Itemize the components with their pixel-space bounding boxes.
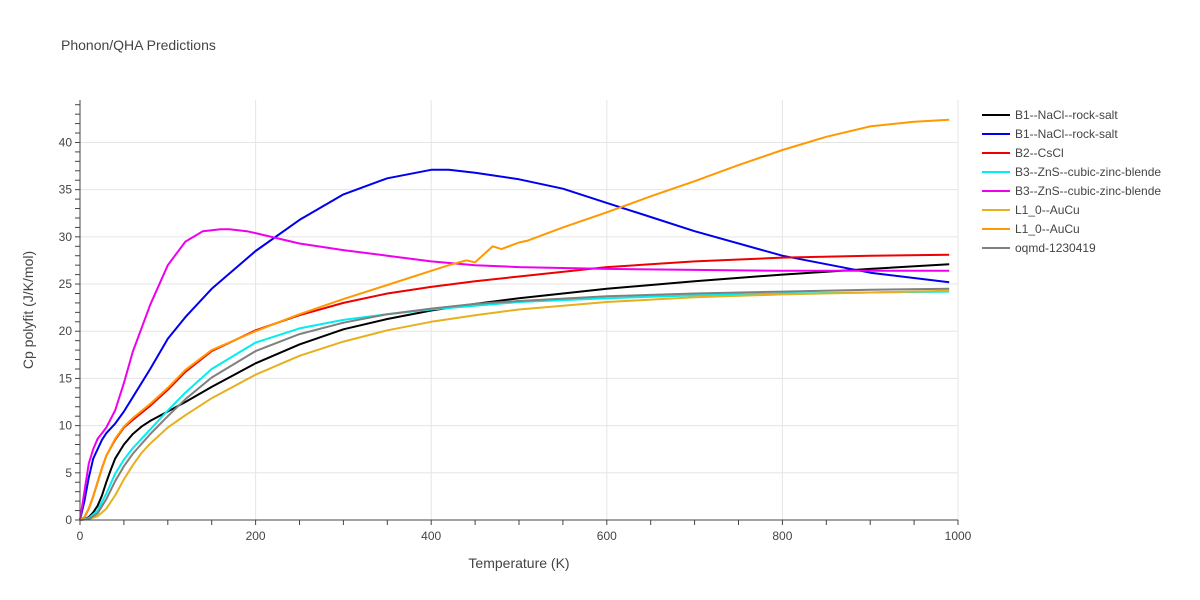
y-tick-label: 25: [59, 277, 73, 291]
legend: B1--NaCl--rock-salt B1--NaCl--rock-salt B2…: [982, 108, 1161, 255]
grid-lines: [80, 100, 959, 520]
plot-area: [79, 118, 950, 521]
y-tick-label: 20: [59, 324, 73, 338]
series-line-1: [79, 168, 950, 521]
series-line-6: [79, 118, 950, 521]
series-line-4: [79, 228, 950, 521]
y-tick-label: 40: [59, 135, 73, 149]
legend-label: B1--NaCl--rock-salt: [1015, 108, 1118, 122]
legend-item[interactable]: B1--NaCl--rock-salt: [982, 127, 1118, 141]
legend-item[interactable]: B3--ZnS--cubic-zinc-blende: [982, 184, 1161, 198]
axes: 0 200 400 600 800 1000 0 5 10 15 20 25 30 35 40: [59, 100, 972, 543]
x-tick-label: 800: [772, 529, 792, 543]
legend-item[interactable]: B3--ZnS--cubic-zinc-blende: [982, 165, 1161, 179]
y-tick-label: 15: [59, 371, 73, 385]
legend-label: B3--ZnS--cubic-zinc-blende: [1015, 165, 1161, 179]
legend-item[interactable]: B1--NaCl--rock-salt: [982, 108, 1118, 122]
legend-item[interactable]: L1_0--AuCu: [982, 222, 1080, 236]
x-tick-label: 200: [246, 529, 266, 543]
series-line-3: [79, 290, 950, 521]
x-tick-label: 400: [421, 529, 441, 543]
y-tick-label: 5: [65, 466, 72, 480]
y-tick-label: 0: [65, 513, 72, 527]
x-tick-label: 0: [77, 529, 84, 543]
legend-item[interactable]: B2--CsCl: [982, 146, 1064, 160]
legend-label: B2--CsCl: [1015, 146, 1064, 160]
legend-item[interactable]: L1_0--AuCu: [982, 203, 1080, 217]
legend-label: B1--NaCl--rock-salt: [1015, 127, 1118, 141]
legend-label: oqmd-1230419: [1015, 241, 1096, 255]
legend-label: B3--ZnS--cubic-zinc-blende: [1015, 184, 1161, 198]
legend-label: L1_0--AuCu: [1015, 222, 1080, 236]
legend-label: L1_0--AuCu: [1015, 203, 1080, 217]
x-tick-label: 600: [597, 529, 617, 543]
y-tick-label: 10: [59, 419, 73, 433]
y-axis-title: Cp polyfit (J/K/mol): [20, 251, 36, 369]
legend-item[interactable]: oqmd-1230419: [982, 241, 1096, 255]
x-axis-title: Temperature (K): [468, 555, 569, 571]
y-tick-label: 30: [59, 230, 73, 244]
series-line-7: [79, 287, 950, 521]
y-tick-label: 35: [59, 183, 73, 197]
chart-title: Phonon/QHA Predictions: [61, 37, 216, 53]
series-line-5: [79, 289, 950, 521]
x-tick-label: 1000: [945, 529, 972, 543]
